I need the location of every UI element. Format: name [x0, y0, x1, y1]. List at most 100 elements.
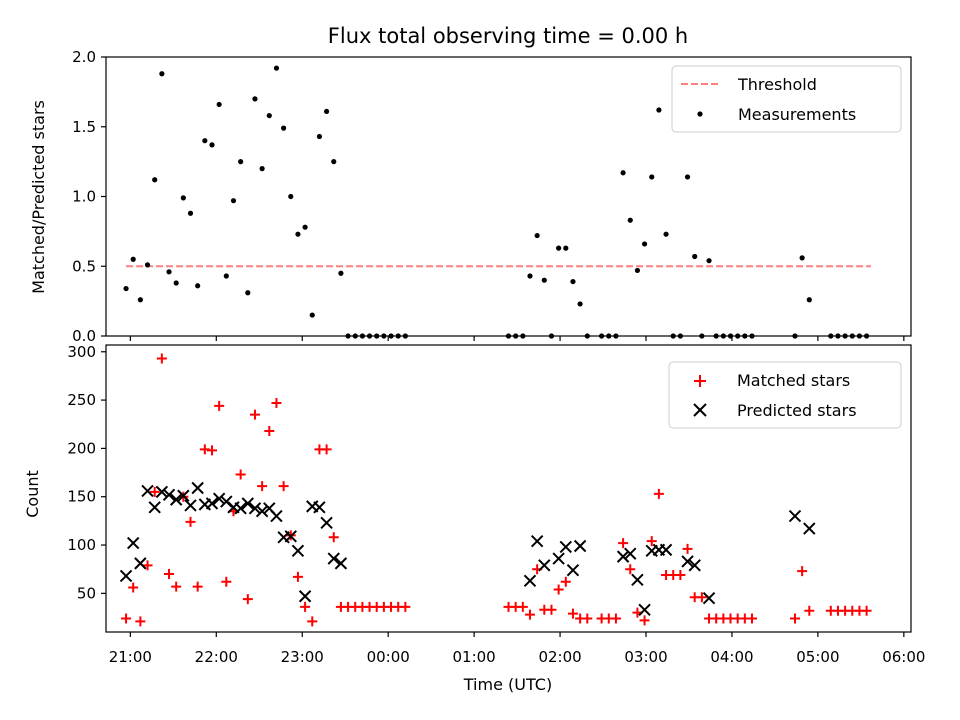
measurement-point: [527, 273, 533, 279]
matched-star-point: [639, 615, 650, 626]
matched-star-point: [804, 605, 815, 616]
matched-star-point: [249, 409, 260, 420]
matched-star-point: [242, 594, 253, 605]
measurement-point: [323, 108, 330, 115]
matched-star-point: [618, 538, 629, 549]
y-tick-label: 200: [67, 439, 96, 457]
legend-predicted-swatch: [693, 403, 707, 417]
top-chart-title: Flux total observing time = 0.00 h: [328, 24, 688, 48]
predicted-star-point: [638, 603, 651, 616]
measurement-point: [641, 241, 648, 247]
matched-star-point: [400, 601, 411, 612]
matched-star-point: [214, 400, 225, 411]
measurement-point: [187, 210, 194, 216]
predicted-star-point: [313, 501, 326, 514]
measurement-point: [195, 283, 201, 289]
top-panel: 0.00.51.01.52.0 Matched/Predicted stars …: [29, 48, 912, 345]
matched-star-point: [192, 581, 203, 592]
measurement-point: [259, 166, 265, 172]
predicted-star-point: [134, 557, 147, 570]
y-tick-label: 2.0: [72, 48, 96, 66]
x-tick-label: 06:00: [882, 648, 925, 666]
measurement-point: [706, 258, 712, 264]
y-tick-label: 1.5: [72, 118, 96, 136]
measurement-point: [338, 270, 344, 276]
matched-star-point: [861, 605, 872, 616]
legend-matched-swatch: [694, 375, 706, 387]
matched-star-point: [135, 616, 146, 627]
matched-star-point: [610, 613, 621, 624]
legend-matched-label: Matched stars: [737, 371, 850, 390]
predicted-star-point: [530, 534, 544, 548]
measurement-point: [252, 96, 258, 102]
matched-star-point: [747, 613, 758, 624]
predicted-star-point: [659, 543, 673, 557]
predicted-star-point: [291, 544, 305, 558]
measurement-point: [152, 177, 158, 183]
measurement-point: [563, 245, 569, 251]
matched-star-point: [149, 486, 160, 497]
y-tick-label: 0.5: [72, 257, 96, 275]
matched-star-point: [682, 543, 693, 554]
measurement-point: [273, 65, 280, 71]
measurement-point: [295, 231, 301, 237]
matched-star-point: [264, 426, 275, 437]
measurement-point: [331, 159, 337, 165]
predicted-star-point: [631, 573, 644, 587]
predicted-star-point: [566, 563, 580, 577]
predicted-star-point: [298, 590, 312, 603]
predicted-star-point: [155, 485, 169, 499]
y-tick-label: 0.0: [72, 327, 96, 345]
matched-star-point: [646, 536, 657, 547]
legend-threshold-label: Threshold: [737, 75, 817, 94]
x-tick-label: 03:00: [624, 648, 667, 666]
predicted-star-point: [127, 536, 140, 550]
measurement-point: [245, 290, 251, 296]
measurement-point: [534, 232, 540, 239]
y-tick-label: 50: [77, 584, 96, 602]
measurement-point: [159, 71, 165, 77]
legend-measurements-label: Measurements: [738, 105, 856, 124]
predicted-star-point: [681, 555, 694, 568]
measurement-point: [541, 277, 547, 283]
measurement-point: [123, 285, 129, 292]
bottom-y-axis-label: Count: [23, 470, 42, 518]
measurement-point: [288, 193, 294, 200]
x-axis-label: Time (UTC): [463, 675, 552, 694]
matched-star-point: [582, 613, 593, 624]
matched-star-point: [300, 601, 311, 612]
predicted-star-point: [334, 557, 348, 570]
predicted-star-point: [559, 540, 573, 554]
predicted-star-point: [177, 489, 190, 502]
top-panel-x-ticks: [129, 336, 905, 341]
matched-star-point: [206, 445, 217, 456]
predicted-star-point: [523, 574, 537, 587]
matched-star-point: [696, 592, 707, 603]
measurement-point: [144, 262, 151, 268]
matched-star-point: [517, 601, 528, 612]
predicted-star-point: [803, 522, 816, 535]
predicted-star-point: [248, 502, 262, 515]
matched-star-point: [675, 569, 686, 580]
measurement-point: [216, 101, 222, 108]
matched-star-point: [142, 560, 153, 571]
x-tick-label: 23:00: [281, 648, 324, 666]
matched-star-point: [524, 609, 535, 620]
measurement-point: [230, 198, 237, 204]
predicted-star-point: [162, 488, 176, 501]
predicted-star-point: [191, 481, 204, 495]
measurement-point: [634, 267, 641, 274]
matched-star-point: [221, 576, 232, 587]
matched-star-point: [156, 353, 167, 364]
measurement-point: [570, 278, 576, 285]
measurement-point: [692, 253, 698, 260]
matched-star-point: [271, 397, 282, 408]
matched-star-point: [164, 569, 175, 580]
x-tick-label: 04:00: [710, 648, 753, 666]
y-tick-label: 150: [67, 488, 96, 506]
x-tick-label: 01:00: [453, 648, 496, 666]
legend-predicted-label: Predicted stars: [737, 401, 857, 420]
measurement-point: [627, 217, 633, 223]
bottom-panel-frame: [105, 344, 912, 633]
predicted-star-point: [788, 509, 802, 523]
